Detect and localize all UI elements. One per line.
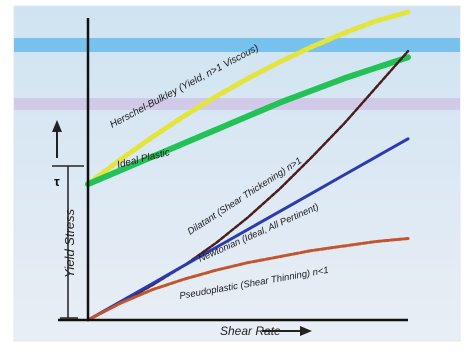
series-line-3 — [86, 137, 410, 322]
yield-marker-label: τ — [54, 174, 60, 189]
series-line-4 — [86, 237, 410, 322]
yield-stress-marker: τ — [52, 120, 84, 319]
x-axis-label: Shear Rate — [220, 324, 281, 338]
band-mid — [14, 98, 460, 110]
x-axis-label-group: Shear Rate — [220, 324, 312, 338]
band-top — [14, 38, 460, 52]
series-line-0 — [85, 9, 411, 187]
x-axis-arrow-head — [300, 326, 312, 336]
marker-arrow-head — [52, 120, 62, 132]
y-axis-label: Yield Stress — [62, 208, 77, 278]
series-line-1 — [85, 54, 411, 188]
